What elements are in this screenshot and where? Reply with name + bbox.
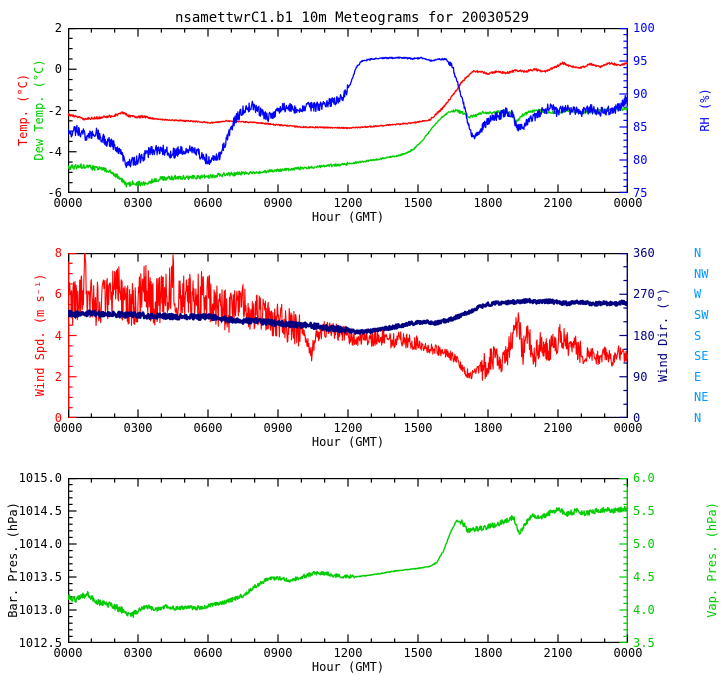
tick-label-right: 5.0 [633, 537, 655, 551]
compass-label: NE [694, 390, 709, 405]
series-relative-humidity [68, 56, 628, 169]
compass-label: W [694, 287, 702, 302]
tick-label-left: 8 [54, 246, 62, 260]
tick-label-x: 0000 [53, 196, 83, 210]
tick-label-x: 1500 [403, 421, 433, 435]
series-temperature [68, 61, 628, 130]
tick-label-left: 2 [54, 21, 62, 35]
tick-label-x: 0900 [263, 196, 293, 210]
chart-title: nsamettwrC1.b1 10m Meteograms for 200305… [174, 10, 530, 26]
tick-label-x: 1800 [473, 196, 503, 210]
tick-label-x: 0000 [613, 196, 643, 210]
tick-label-right: 4.0 [633, 603, 655, 617]
tick-label-x: 2100 [543, 196, 573, 210]
x-axis-label-top: Hour (GMT) [311, 210, 385, 224]
tick-label-right: 3.5 [633, 636, 655, 650]
tick-label-x: 1500 [403, 196, 433, 210]
compass-label: E [694, 369, 702, 384]
series-wind-direction [68, 297, 628, 335]
tick-label-x: 0600 [193, 646, 223, 660]
plot-wind [68, 253, 628, 418]
tick-label-right: 6.0 [633, 471, 655, 485]
compass-label: S [694, 328, 702, 343]
x-axis-label-bottom: Hour (GMT) [311, 660, 385, 674]
tick-label-left: 1014.5 [18, 504, 62, 518]
tick-label-left: 6 [54, 287, 62, 302]
x-axis-label-middle: Hour (GMT) [311, 435, 385, 449]
compass-label: N [694, 411, 702, 425]
tick-label-right: 90 [633, 369, 648, 384]
tick-label-left: 0 [54, 62, 62, 77]
tick-label-x: 2100 [543, 646, 573, 660]
tick-label-left: 4 [54, 328, 62, 343]
tick-label-x: 2100 [543, 421, 573, 435]
tick-label-x: 0900 [263, 421, 293, 435]
plot-temp-rh [68, 28, 628, 193]
series-barometric-pressure [68, 504, 628, 618]
compass-label: SE [694, 349, 709, 364]
tick-label-right: 80 [633, 153, 648, 167]
compass-label: SW [694, 307, 709, 322]
y-axis-label-rh: RH (%) [698, 88, 712, 132]
tick-label-x: 0000 [53, 421, 83, 435]
tick-label-left: -4 [47, 144, 62, 159]
compass-label: NW [694, 266, 709, 281]
tick-label-left: 1015.0 [18, 471, 62, 485]
tick-label-right: 90 [633, 87, 648, 101]
compass-label: N [694, 246, 702, 260]
tick-label-right: 360 [633, 246, 655, 260]
tick-label-right: 4.5 [633, 570, 655, 584]
tick-label-x: 1800 [473, 646, 503, 660]
tick-label-x: 0900 [263, 646, 293, 660]
series-wind-speed [68, 253, 628, 381]
y-axis-label-bar-pressure: Bar. Pres. (hPa) [6, 502, 20, 618]
tick-label-x: 0300 [123, 421, 153, 435]
tick-label-x: 1200 [333, 646, 363, 660]
tick-label-right: 270 [633, 287, 655, 302]
tick-label-x: 0300 [123, 196, 153, 210]
tick-label-x: 0600 [193, 196, 223, 210]
tick-label-x: 1500 [403, 646, 433, 660]
tick-label-left: 0 [54, 411, 62, 425]
tick-label-x: 1800 [473, 421, 503, 435]
tick-label-x: 0000 [613, 646, 643, 660]
tick-label-x: 0600 [193, 421, 223, 435]
tick-label-right: 95 [633, 54, 648, 68]
tick-label-x: 0000 [613, 421, 643, 435]
tick-label-x: 1200 [333, 196, 363, 210]
tick-label-left: -6 [47, 186, 62, 200]
tick-label-right: 75 [633, 186, 648, 200]
tick-label-right: 100 [633, 21, 655, 35]
tick-label-right: 5.5 [633, 504, 655, 518]
tick-label-right: 0 [633, 411, 641, 425]
tick-label-left: 1013.5 [18, 570, 62, 584]
tick-label-left: 2 [54, 369, 62, 384]
plot-pres [68, 478, 628, 643]
y-axis-label-wind-direction: Wind Dir. (°) [656, 288, 670, 382]
y-axis-label-vap-pressure: Vap. Pres. (hPa) [705, 502, 719, 618]
tick-label-x: 0300 [123, 646, 153, 660]
tick-label-right: 180 [633, 328, 655, 343]
tick-label-x: 0000 [53, 646, 83, 660]
tick-label-left: -2 [47, 103, 62, 118]
series-dew-temperature [68, 106, 628, 188]
tick-label-x: 1200 [333, 421, 363, 435]
tick-label-left: 1012.5 [18, 636, 62, 650]
tick-label-left: 1013.0 [18, 603, 62, 617]
tick-label-left: 1014.0 [18, 537, 62, 551]
tick-label-right: 85 [633, 120, 648, 134]
